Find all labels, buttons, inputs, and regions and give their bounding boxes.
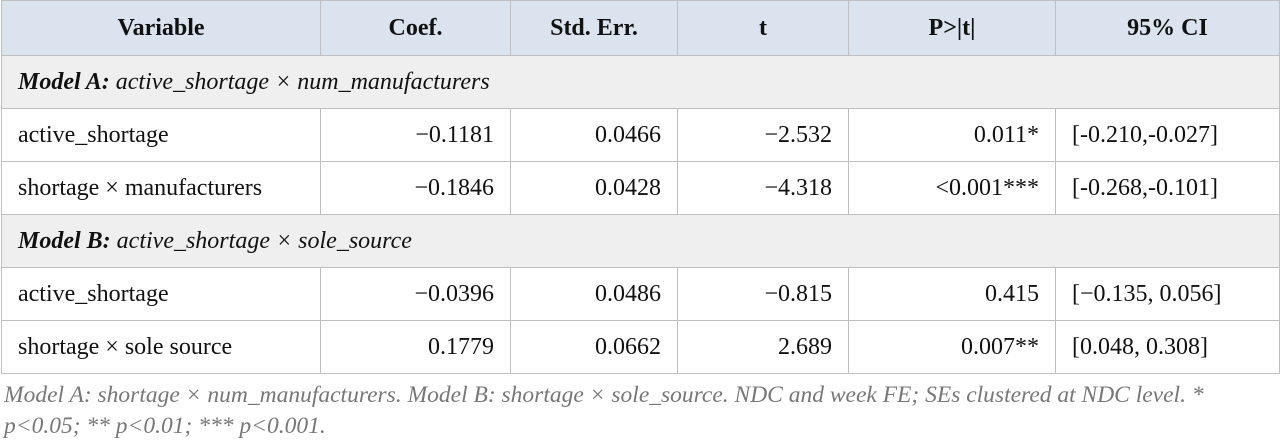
section-cell: Model A: active_shortage × num_manufactu… xyxy=(1,55,1280,109)
section-row: Model A: active_shortage × num_manufactu… xyxy=(1,55,1280,109)
header-cell: Std. Err. xyxy=(510,0,678,56)
cell: [−0.135, 0.056] xyxy=(1055,267,1280,321)
section-cell: Model B: active_shortage × sole_source xyxy=(1,214,1280,268)
cell: 0.415 xyxy=(848,267,1056,321)
cell: [0.048, 0.308] xyxy=(1055,320,1280,374)
data-row: active_shortage −0.0396 0.0486 −0.815 0.415[… xyxy=(1,267,1280,321)
cell: 0.007** xyxy=(848,320,1056,374)
cell: active_shortage xyxy=(1,108,321,162)
data-row: shortage × manufacturers −0.1846 0.0428 −4.… xyxy=(1,161,1280,215)
cell: −4.318 xyxy=(677,161,849,215)
section-label: Model A: xyxy=(18,68,110,95)
data-row: active_shortage −0.1181 0.0466 −2.532 0.011*… xyxy=(1,108,1280,162)
cell: −2.532 xyxy=(677,108,849,162)
cell: −0.0396 xyxy=(320,267,511,321)
cell: 0.0486 xyxy=(510,267,678,321)
cell: shortage × manufacturers xyxy=(1,161,321,215)
header-cell: Coef. xyxy=(320,0,511,56)
caption: Model A: shortage × num_manufacturers. M… xyxy=(4,382,1204,439)
cell: [-0.268,-0.101] xyxy=(1055,161,1280,215)
section-spec: active_shortage × num_manufacturers xyxy=(115,68,490,95)
cell: −0.1181 xyxy=(320,108,511,162)
header-cell: 95% CI xyxy=(1055,0,1280,56)
cell: −0.815 xyxy=(677,267,849,321)
cell: 0.1779 xyxy=(320,320,511,374)
header-cell: P>|t| xyxy=(848,0,1056,56)
section-spec: active_shortage × sole_source xyxy=(116,227,412,254)
section-row: Model B: active_shortage × sole_source xyxy=(1,214,1280,268)
cell: −0.1846 xyxy=(320,161,511,215)
header-cell: Variable xyxy=(1,0,321,56)
header-row: Variable Coef. Std. Err. t P>|t| 95% CI xyxy=(1,0,1280,56)
table-body: Model A: active_shortage × num_manufactu… xyxy=(1,55,1280,374)
results-table: Variable Coef. Std. Err. t P>|t| 95% CI … xyxy=(1,0,1280,374)
data-row: shortage × sole source 0.1779 0.0662 2.689 0… xyxy=(1,320,1280,374)
cell: [-0.210,-0.027] xyxy=(1055,108,1280,162)
header-cell: t xyxy=(677,0,849,56)
cell: active_shortage xyxy=(1,267,321,321)
cell: shortage × sole source xyxy=(1,320,321,374)
cell: 0.0466 xyxy=(510,108,678,162)
cell: 2.689 xyxy=(677,320,849,374)
cell: <0.001*** xyxy=(848,161,1056,215)
section-label: Model B: xyxy=(18,227,111,254)
cell: 0.0428 xyxy=(510,161,678,215)
cell: 0.011* xyxy=(848,108,1056,162)
cell: 0.0662 xyxy=(510,320,678,374)
